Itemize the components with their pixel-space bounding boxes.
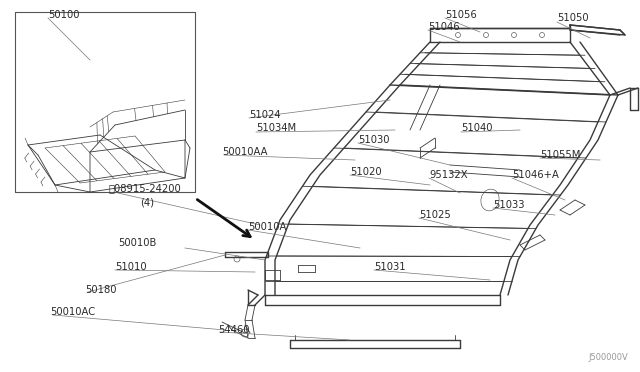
- Text: 51033: 51033: [493, 200, 525, 210]
- Text: J500000V: J500000V: [588, 353, 628, 362]
- Text: 50010AC: 50010AC: [50, 307, 95, 317]
- Text: 51040: 51040: [461, 123, 493, 133]
- Text: 95132X: 95132X: [429, 170, 468, 180]
- Text: 51031: 51031: [374, 262, 406, 272]
- Text: ⓜ08915-24200: ⓜ08915-24200: [108, 183, 180, 193]
- Text: 50010A: 50010A: [248, 222, 286, 232]
- Text: 50010B: 50010B: [118, 238, 156, 248]
- Text: 50100: 50100: [48, 10, 79, 20]
- Text: 51010: 51010: [115, 262, 147, 272]
- Text: 51046: 51046: [428, 22, 460, 32]
- Text: 50180: 50180: [85, 285, 116, 295]
- Text: 51050: 51050: [557, 13, 589, 23]
- Text: 54460: 54460: [218, 325, 250, 335]
- Text: (4): (4): [140, 197, 154, 207]
- Text: 51034M: 51034M: [256, 123, 296, 133]
- Text: 51046+A: 51046+A: [512, 170, 559, 180]
- Text: 51030: 51030: [358, 135, 390, 145]
- Text: 50010AA: 50010AA: [222, 147, 268, 157]
- Text: 51056: 51056: [445, 10, 477, 20]
- Text: 51024: 51024: [249, 110, 280, 120]
- Text: 51020: 51020: [350, 167, 381, 177]
- Text: 51055M: 51055M: [540, 150, 580, 160]
- Text: 51025: 51025: [419, 210, 451, 220]
